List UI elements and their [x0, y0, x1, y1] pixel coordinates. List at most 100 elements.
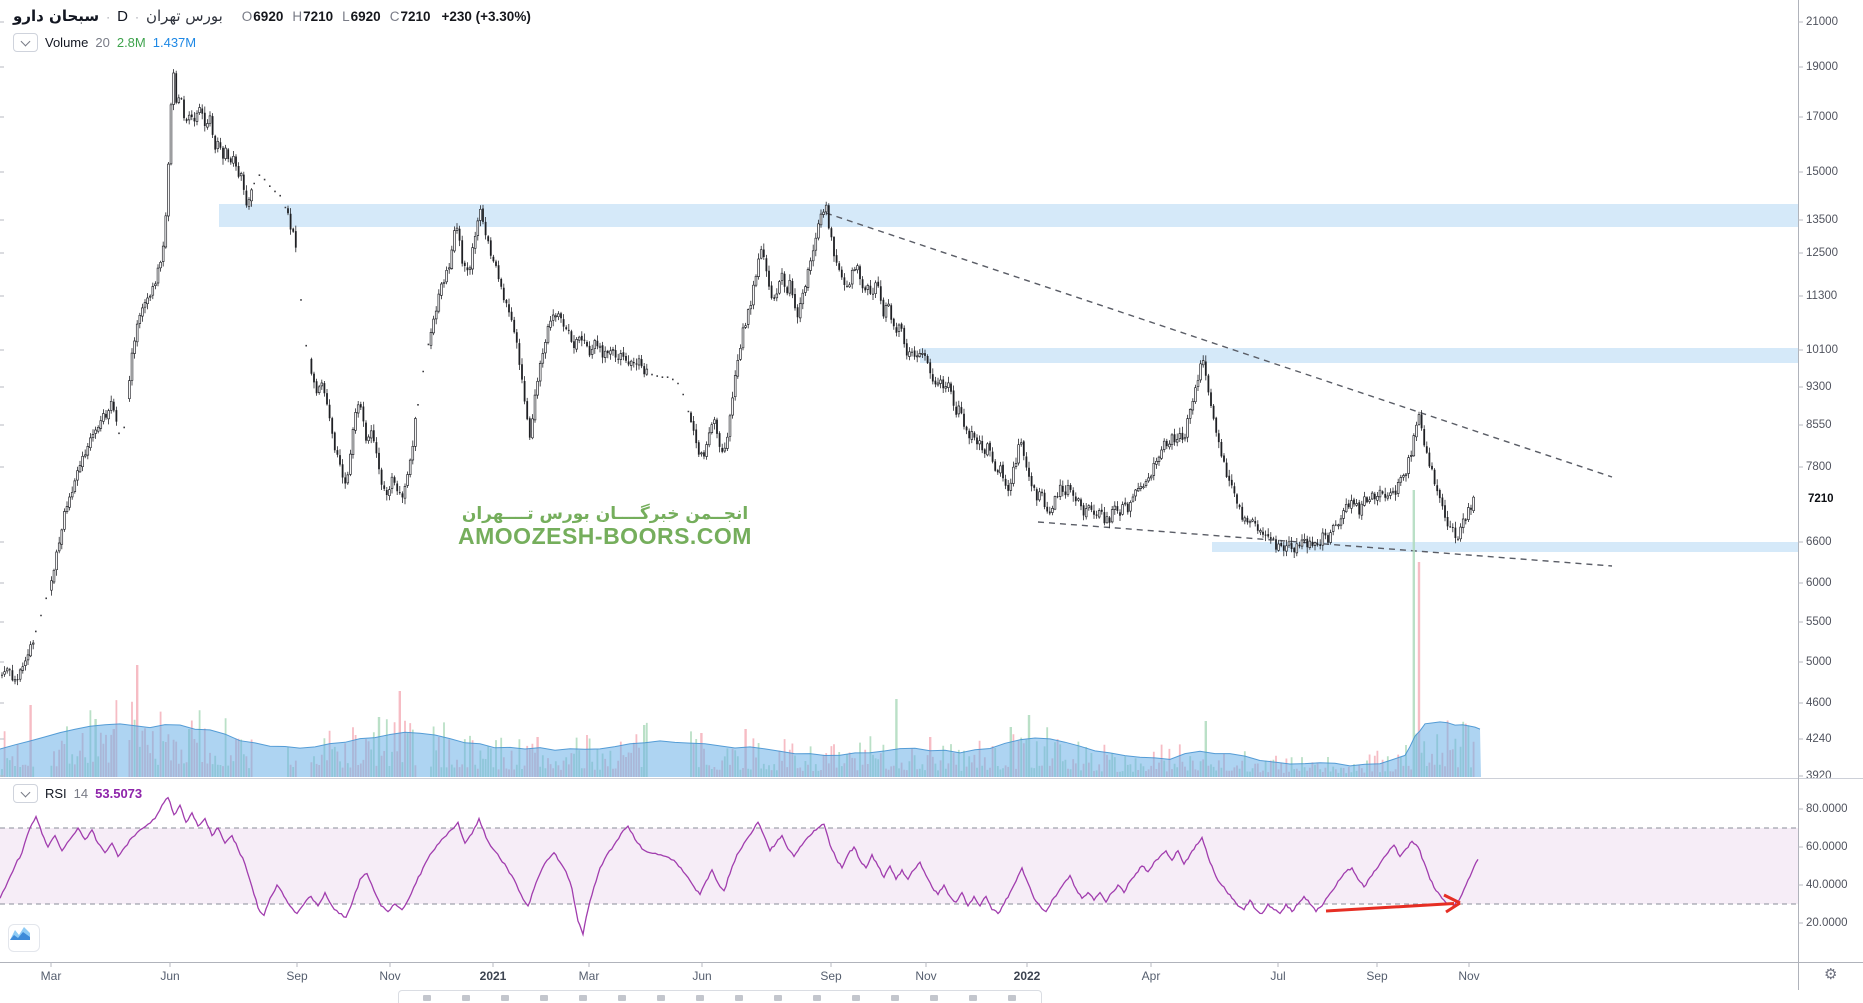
toolbar-icon-partial[interactable]: [540, 995, 548, 1001]
exchange-name[interactable]: بورس تهران: [145, 7, 223, 25]
time-axis-label: Nov: [915, 969, 937, 983]
price-axis-label: 21000: [1806, 15, 1838, 28]
price-axis-label: 7800: [1806, 460, 1832, 473]
chevron-down-icon: [20, 787, 31, 797]
time-axis-label: Sep: [820, 969, 842, 983]
symbol-name[interactable]: سبحان دارو: [13, 7, 100, 25]
time-axis-label: Nov: [379, 969, 401, 983]
trendline[interactable]: [1037, 521, 1613, 567]
open-value: 6920: [253, 9, 284, 24]
volume-current-value: 2.8M: [116, 35, 146, 50]
toolbar-icon-partial[interactable]: [813, 995, 821, 1001]
rsi-axis-label: 40.0000: [1806, 878, 1848, 891]
time-axis-label: Sep: [286, 969, 308, 983]
toolbar-icon-partial[interactable]: [657, 995, 665, 1001]
toolbar-icon-partial[interactable]: [969, 995, 977, 1001]
toolbar-icon-partial[interactable]: [891, 995, 899, 1001]
open-label: O: [241, 9, 253, 24]
last-price-label: 7210: [1806, 493, 1836, 505]
toolbar-icon-partial[interactable]: [930, 995, 938, 1001]
candle-wicks: [1, 69, 1474, 686]
toolbar-icon-partial[interactable]: [423, 995, 431, 1001]
support-resistance-zone[interactable]: [1212, 542, 1798, 552]
rsi-axis-label: 20.0000: [1806, 916, 1848, 929]
chart-logo-badge[interactable]: [8, 924, 40, 952]
time-axis-label: Mar: [40, 969, 62, 983]
bottom-toolbar-partial[interactable]: [398, 990, 1042, 1003]
price-axis-label: 8550: [1806, 418, 1832, 431]
rsi-label[interactable]: RSI: [45, 786, 67, 801]
volume-collapse-button[interactable]: [13, 33, 38, 52]
time-axis-label: Sep: [1366, 969, 1388, 983]
area-chart-logo-icon: [10, 927, 30, 940]
candle-bodies-up: [3, 72, 1475, 682]
rsi-band-fill: [0, 828, 1798, 904]
time-axis-label: Jun: [692, 969, 712, 983]
toolbar-icon-partial[interactable]: [462, 995, 470, 1001]
separator-dot: ·: [106, 10, 111, 24]
toolbar-icon-partial[interactable]: [852, 995, 860, 1001]
price-axis-label: 19000: [1806, 60, 1838, 73]
interval-label[interactable]: D: [117, 8, 128, 25]
symbol-header: سبحان دارو · D · بورس تهران O 6920 H 721…: [13, 7, 531, 25]
price-axis-label: 10100: [1806, 343, 1838, 356]
price-axis-label: 6000: [1806, 576, 1832, 589]
rsi-arrow-head: [1443, 893, 1461, 914]
volume-indicator-row: Volume 20 2.8M 1.437M: [13, 33, 196, 52]
rsi-line: [0, 796, 1479, 937]
low-label: L: [342, 9, 350, 24]
separator-dot: ·: [134, 10, 139, 24]
volume-ma-line: [0, 721, 1481, 767]
rsi-collapse-button[interactable]: [13, 784, 38, 803]
support-resistance-zone[interactable]: [219, 204, 1798, 227]
volume-label[interactable]: Volume: [45, 35, 89, 50]
toolbar-icon-partial[interactable]: [774, 995, 782, 1001]
high-value: 7210: [303, 9, 334, 24]
time-axis-label: 2022: [1013, 969, 1041, 983]
price-axis-label: 13500: [1806, 213, 1838, 226]
time-axis-label: Mar: [578, 969, 600, 983]
rsi-value: 53.5073: [95, 786, 143, 801]
toolbar-icon-partial[interactable]: [1008, 995, 1016, 1001]
time-axis-label: Apr: [1141, 969, 1161, 983]
rsi-axis-label: 80.0000: [1806, 802, 1848, 815]
ohlc-values: O 6920 H 7210 L 6920 C 7210 +230 (+3.30%…: [242, 9, 531, 24]
time-axis-label: Nov: [1458, 969, 1480, 983]
price-axis-label: 4240: [1806, 732, 1832, 745]
time-axis-label: 2021: [479, 969, 507, 983]
watermark-line-en: AMOOZESH-BOORS.COM: [458, 523, 752, 549]
price-axis-label: 6600: [1806, 535, 1832, 548]
watermark: انجــمن خبرگــــان بورس تــــهران AMOOZE…: [447, 504, 763, 550]
rsi-indicator-row: RSI 14 53.5073: [13, 784, 142, 803]
time-axis-label: Jun: [160, 969, 180, 983]
rsi-axis-label: 60.0000: [1806, 840, 1848, 853]
time-axis-label: Jul: [1270, 969, 1286, 983]
high-label: H: [292, 9, 303, 24]
low-value: 6920: [350, 9, 381, 24]
close-value: 7210: [400, 9, 431, 24]
volume-length: 20: [95, 35, 110, 50]
support-resistance-zone[interactable]: [920, 348, 1798, 363]
price-axis-label: 5000: [1806, 655, 1832, 668]
watermark-line-fa: انجــمن خبرگــــان بورس تــــهران: [461, 504, 749, 524]
toolbar-icon-partial[interactable]: [735, 995, 743, 1001]
data-gap-dots: [35, 174, 690, 633]
toolbar-icon-partial[interactable]: [696, 995, 704, 1001]
price-axis-label: 4600: [1806, 696, 1832, 709]
rsi-length: 14: [73, 786, 89, 801]
toolbar-icon-partial[interactable]: [579, 995, 587, 1001]
price-axis-label: 5500: [1806, 615, 1832, 628]
price-axis-label: 17000: [1806, 110, 1838, 123]
price-axis-label: 15000: [1806, 165, 1838, 178]
candle-bodies-down: [1, 73, 1472, 681]
rsi-arrow-shaft[interactable]: [1325, 902, 1455, 913]
gear-icon[interactable]: ⚙: [1824, 966, 1838, 983]
toolbar-icon-partial[interactable]: [618, 995, 626, 1001]
change-value: +230 (+3.30%): [441, 9, 531, 24]
chevron-down-icon: [20, 36, 31, 46]
axis-ticks: [0, 21, 1803, 967]
toolbar-icon-partial[interactable]: [501, 995, 509, 1001]
volume-ma-area: [0, 721, 1481, 777]
